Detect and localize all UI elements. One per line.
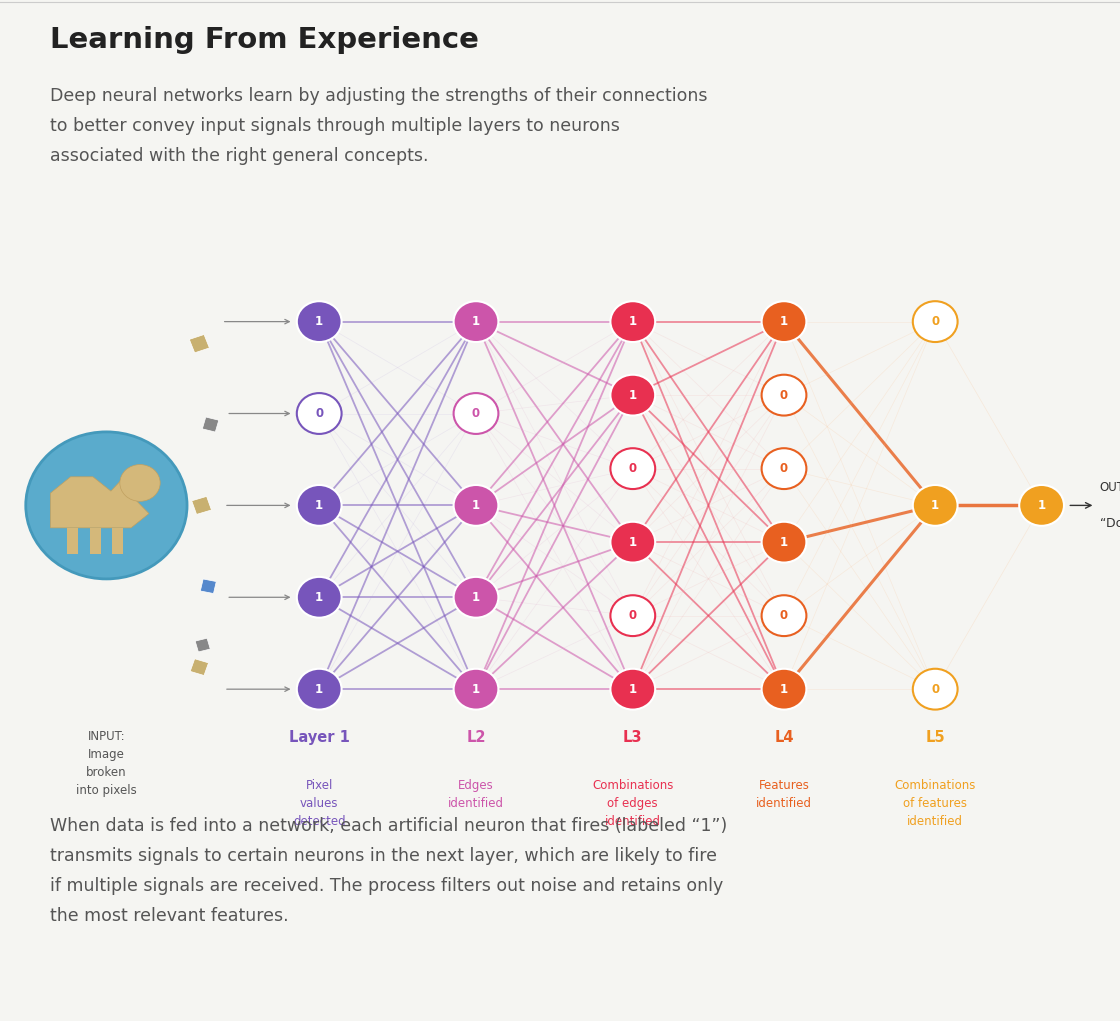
Circle shape bbox=[454, 577, 498, 618]
Circle shape bbox=[454, 393, 498, 434]
Circle shape bbox=[913, 669, 958, 710]
Text: 1: 1 bbox=[780, 315, 788, 328]
Text: Combinations
of features
identified: Combinations of features identified bbox=[895, 779, 976, 828]
Polygon shape bbox=[189, 335, 209, 353]
Text: 0: 0 bbox=[315, 407, 324, 420]
Text: 1: 1 bbox=[315, 315, 324, 328]
Circle shape bbox=[454, 485, 498, 526]
Text: 1: 1 bbox=[472, 591, 480, 603]
Text: 1: 1 bbox=[472, 315, 480, 328]
Circle shape bbox=[762, 301, 806, 342]
Circle shape bbox=[762, 595, 806, 636]
Polygon shape bbox=[203, 417, 218, 432]
Polygon shape bbox=[200, 579, 216, 593]
Circle shape bbox=[762, 375, 806, 416]
Text: 1: 1 bbox=[472, 499, 480, 512]
Polygon shape bbox=[112, 528, 123, 554]
Polygon shape bbox=[190, 659, 208, 676]
Circle shape bbox=[913, 301, 958, 342]
Text: L3: L3 bbox=[623, 730, 643, 745]
Text: Features
identified: Features identified bbox=[756, 779, 812, 810]
Text: 1: 1 bbox=[315, 499, 324, 512]
Circle shape bbox=[762, 448, 806, 489]
Text: 1: 1 bbox=[472, 683, 480, 695]
Circle shape bbox=[610, 669, 655, 710]
Text: 1: 1 bbox=[628, 315, 637, 328]
Text: 1: 1 bbox=[1037, 499, 1046, 512]
Circle shape bbox=[454, 669, 498, 710]
Circle shape bbox=[762, 669, 806, 710]
Text: 0: 0 bbox=[780, 463, 788, 475]
Text: INPUT:
Image
broken
into pixels: INPUT: Image broken into pixels bbox=[76, 730, 137, 797]
Text: Deep neural networks learn by adjusting the strengths of their connections
to be: Deep neural networks learn by adjusting … bbox=[50, 87, 708, 164]
Text: 0: 0 bbox=[472, 407, 480, 420]
Text: 0: 0 bbox=[931, 315, 940, 328]
Polygon shape bbox=[50, 477, 149, 528]
Text: L4: L4 bbox=[774, 730, 794, 745]
Polygon shape bbox=[192, 496, 212, 515]
Text: Edges
identified: Edges identified bbox=[448, 779, 504, 810]
Circle shape bbox=[610, 448, 655, 489]
Polygon shape bbox=[67, 528, 78, 554]
Circle shape bbox=[1019, 485, 1064, 526]
Text: OUTPUT:: OUTPUT: bbox=[1100, 481, 1120, 493]
Circle shape bbox=[454, 301, 498, 342]
Text: 0: 0 bbox=[931, 683, 940, 695]
Text: 1: 1 bbox=[628, 536, 637, 548]
Circle shape bbox=[762, 522, 806, 563]
Circle shape bbox=[610, 522, 655, 563]
Text: 1: 1 bbox=[628, 683, 637, 695]
Text: 0: 0 bbox=[780, 610, 788, 622]
Text: 0: 0 bbox=[628, 463, 637, 475]
Text: Learning From Experience: Learning From Experience bbox=[50, 26, 479, 53]
Text: When data is fed into a network, each artificial neuron that fires (labeled “1”): When data is fed into a network, each ar… bbox=[50, 817, 728, 924]
Text: 1: 1 bbox=[780, 683, 788, 695]
Text: 1: 1 bbox=[628, 389, 637, 401]
Circle shape bbox=[913, 485, 958, 526]
Circle shape bbox=[297, 669, 342, 710]
Circle shape bbox=[610, 595, 655, 636]
Text: 0: 0 bbox=[780, 389, 788, 401]
Text: L2: L2 bbox=[466, 730, 486, 745]
Text: Layer 1: Layer 1 bbox=[289, 730, 349, 745]
Text: “Dog”: “Dog” bbox=[1100, 518, 1120, 530]
Text: 0: 0 bbox=[628, 610, 637, 622]
Circle shape bbox=[26, 432, 187, 579]
Circle shape bbox=[120, 465, 160, 501]
Circle shape bbox=[297, 485, 342, 526]
Circle shape bbox=[610, 301, 655, 342]
Circle shape bbox=[297, 393, 342, 434]
Circle shape bbox=[297, 301, 342, 342]
Text: 1: 1 bbox=[780, 536, 788, 548]
Polygon shape bbox=[195, 638, 211, 652]
Polygon shape bbox=[90, 528, 101, 554]
Circle shape bbox=[297, 577, 342, 618]
Text: Pixel
values
detected: Pixel values detected bbox=[293, 779, 345, 828]
Text: L5: L5 bbox=[925, 730, 945, 745]
Circle shape bbox=[610, 375, 655, 416]
Text: 1: 1 bbox=[315, 683, 324, 695]
Text: 1: 1 bbox=[931, 499, 940, 512]
Text: 1: 1 bbox=[315, 591, 324, 603]
Text: Combinations
of edges
identified: Combinations of edges identified bbox=[592, 779, 673, 828]
